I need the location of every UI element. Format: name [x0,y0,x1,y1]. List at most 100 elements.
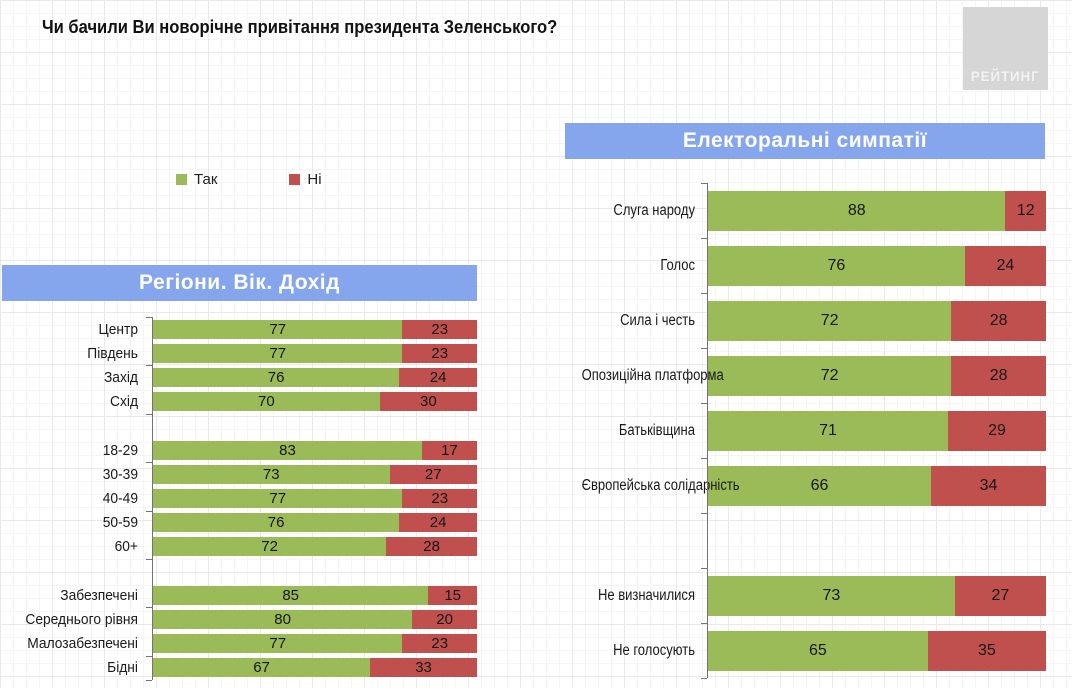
bar-track: 67 33 [153,658,477,678]
bar-segment-yes: 77 [153,319,403,339]
bar-track: 80 20 [153,609,477,629]
chart-row: 30-39 73 27 [0,462,477,486]
bar-track: 76 24 [153,367,477,387]
category-label: Захід [103,368,138,386]
bar-track: 85 15 [153,585,477,605]
right-chart-header: Електоральні симпатії [565,123,1045,159]
axis-tick [701,183,707,184]
chart-row: Малозабезпечені 77 23 [0,631,477,655]
axis-tick [146,511,152,512]
rating-logo-text: РЕЙТИНГ [971,68,1040,84]
bar-value: 30 [420,393,437,411]
chart-row: Опозиційна платформа 72 28 [560,348,1046,403]
bar-value: 34 [979,476,998,494]
bar-value: 77 [269,489,287,507]
axis-tick [701,293,707,294]
axis-tick [146,559,152,560]
chart-row: Слуга народу 88 12 [560,183,1046,238]
category-label: Малозабезпечені [27,635,138,653]
chart-row: Не голосують 65 35 [560,623,1046,678]
bar-value: 85 [282,586,300,604]
bar-segment-no: 24 [964,245,1046,286]
axis-tick [146,414,152,415]
bar-value: 24 [429,514,447,532]
bar-segment-yes: 76 [153,367,400,387]
bar-segment-yes: 65 [708,630,928,671]
bar-segment-no: 17 [421,440,477,460]
bar-value: 17 [441,441,458,459]
chart-row: Сила і честь 72 28 [560,293,1046,348]
bar-value: 76 [267,514,285,532]
axis-tick [146,365,152,366]
bar-segment-no: 34 [931,465,1046,506]
left-chart-header: Регіони. Вік. Дохід [2,265,477,301]
bar-value: 24 [429,368,447,386]
category-axis [707,183,708,678]
bar-segment-yes: 77 [153,488,403,508]
chart-row: Забезпечені 85 15 [0,583,477,607]
category-label: 50-59 [102,514,138,532]
bar-value: 15 [444,586,462,604]
bar-value: 28 [423,538,440,556]
chart-legend: Так Ні [176,171,322,188]
category-label: 40-49 [102,489,138,507]
bar-segment-yes: 80 [153,609,413,629]
chart-row: Схід 70 30 [0,390,477,414]
bar-segment-yes: 77 [153,634,403,654]
chart-row: Не визначилися 73 27 [560,568,1046,623]
chart-row: Захід 76 24 [0,365,477,389]
bar-segment-yes: 76 [153,513,400,533]
bar-value: 23 [431,320,449,338]
bar-value: 77 [269,320,287,338]
bar-value: 33 [415,659,432,677]
legend-swatch-yes-icon [176,174,187,185]
chart-row: Європейська солідарність 66 34 [560,458,1046,513]
bar-track: 77 23 [153,634,477,654]
category-label: Схід [110,393,138,411]
bar-track: 77 23 [153,488,477,508]
bar-segment-yes: 76 [708,245,965,286]
bar-value: 67 [253,659,270,677]
category-label: Забезпечені [60,586,138,604]
bar-segment-yes: 73 [153,464,390,484]
bar-segment-no: 12 [1005,190,1046,231]
bar-value: 76 [827,256,846,274]
bar-track: 76 24 [708,245,1046,286]
bar-segment-yes: 72 [708,355,952,396]
chart-row: Бідні 67 33 [0,656,477,680]
axis-tick [701,238,707,239]
bar-value: 76 [267,368,285,386]
bar-track: 73 27 [153,464,477,484]
category-axis [152,317,153,680]
bar-track: 76 24 [153,513,477,533]
bar-value: 28 [989,311,1008,329]
category-label: 30-39 [102,465,138,483]
chart-row: Середнього рівня 80 20 [0,607,477,631]
bar-segment-no: 27 [954,575,1046,616]
legend-item-no: Ні [289,171,322,188]
legend-swatch-no-icon [289,174,301,185]
bar-segment-yes: 72 [708,300,952,341]
group-spacer [0,559,477,583]
category-label: Європейська солідарність [581,476,740,494]
bar-segment-no: 33 [370,658,477,678]
axis-tick [701,348,707,349]
bar-value: 73 [822,586,841,604]
category-label: Не визначилися [597,586,695,604]
category-label: Опозиційна платформа [581,366,724,384]
page-title: Чи бачили Ви новорічне привітання презид… [42,17,558,37]
bar-value: 77 [269,635,287,653]
bar-segment-no: 28 [951,300,1046,341]
bar-value: 77 [269,344,287,362]
chart-row: Голос 76 24 [560,238,1046,293]
bar-segment-no: 29 [947,410,1046,451]
bar-value: 73 [262,465,280,483]
bar-segment-no: 24 [399,513,477,533]
bar-segment-yes: 66 [708,465,932,506]
bar-track: 70 30 [153,392,477,412]
bar-value: 80 [274,610,291,628]
bar-segment-yes: 67 [153,658,371,678]
chart-row: 60+ 72 28 [0,535,477,559]
bar-value: 35 [977,641,996,659]
bar-track: 65 35 [708,630,1046,671]
